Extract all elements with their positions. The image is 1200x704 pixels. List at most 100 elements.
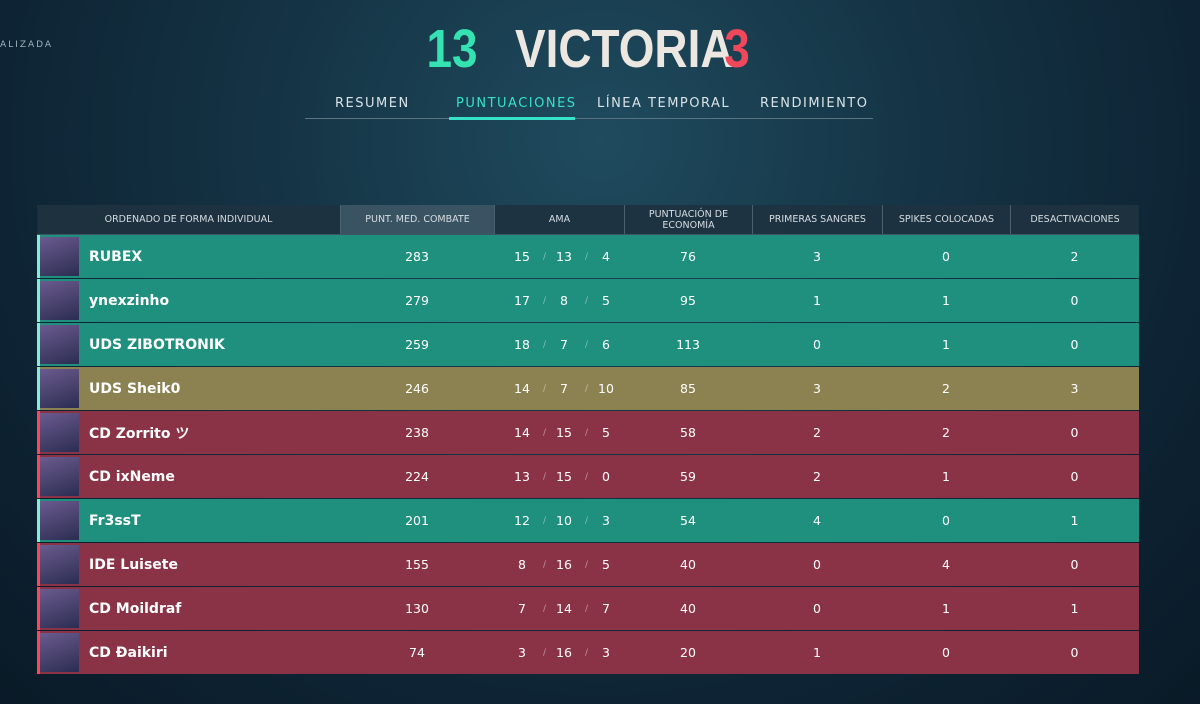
stat: 0 [1070,337,1079,352]
separator: / [585,383,589,394]
stat: 7 [602,601,610,616]
stat: 54 [680,513,696,528]
stat: 5 [602,293,610,308]
stat: 10 [598,381,614,396]
player-row[interactable]: CD Ðaikiri 74 3 16 3//20 1 0 0 [37,631,1139,674]
agent-avatar [40,281,79,320]
stat: 2 [813,425,821,440]
stat: 0 [813,557,821,572]
stat: 14 [514,381,530,396]
stat: 1 [942,293,950,308]
stat: 40 [680,557,696,572]
agent-avatar [40,545,79,584]
team-strip [37,323,40,366]
player-row[interactable]: CD ixNeme 224 13 15 0 / / 59 2 1 0 [37,455,1139,498]
column-header[interactable]: DESACTIVACIONES [1010,205,1139,234]
stat: 3 [518,645,526,660]
player-row[interactable]: ynexzinho 279 17 8 5 / / 95 1 1 0 [37,279,1139,322]
stat: 283 [405,249,429,264]
stat: 224 [405,469,429,484]
stat: 0 [602,469,610,484]
column-header[interactable]: PUNT. MED. COMBATE [340,205,494,234]
column-header[interactable]: SPIKES COLOCADAS [882,205,1010,234]
agent-avatar [40,413,79,452]
separator: / [585,471,589,482]
separator: / [585,427,589,438]
player-row[interactable]: UDS ZIBOTRONIK 259 18 7 6 / / 113 0 1 0 [37,323,1139,366]
player-row[interactable]: CD Zorrito ツ 238 14 15 5 / / 58 2 2 0 [37,411,1139,454]
player-row[interactable]: IDE Luisete 155 8 16 5//40 0 4 0 [37,543,1139,586]
stat: 15 [556,469,572,484]
agent-avatar [40,589,79,628]
stat: 15 [556,425,572,440]
stat: 1 [942,601,950,616]
stat: 0 [942,249,950,264]
stat: 0 [1070,293,1079,308]
team-strip [37,279,40,322]
stat: 0 [1070,425,1079,440]
separator: / [585,339,589,350]
agent-avatar [40,501,79,540]
stat: 14 [556,601,572,616]
column-header[interactable]: PUNTUACIÓN DE ECONOMÍA [624,205,752,234]
corner-label: ALIZADA [0,40,54,50]
stat: 0 [1070,557,1079,572]
tab-underline [449,117,575,120]
stat: 246 [405,381,429,396]
player-name: ynexzinho [89,292,170,309]
separator: / [585,603,589,614]
stat: 14 [514,425,530,440]
tab[interactable]: PUNTUACIONES [456,96,577,111]
stat: 13 [514,469,530,484]
separator: / [585,515,589,526]
player-name: Fr3ssT [89,512,141,529]
team-strip [37,499,40,542]
player-row[interactable]: UDS Sheik0 246 14 7 10 / / 85 3 2 3 [37,367,1139,410]
stat: 4 [942,557,950,572]
stat: 1 [813,293,821,308]
stat: 0 [1070,645,1079,660]
stat: 17 [514,293,530,308]
stat: 8 [560,293,568,308]
separator: / [543,603,547,614]
stat: 7 [560,337,568,352]
separator: / [585,251,589,262]
score-left: 13 [426,19,478,79]
stat: 4 [602,249,610,264]
stat: 0 [813,601,821,616]
stat: 8 [518,557,526,572]
separator: / [543,471,547,482]
player-name: CD Ðaikiri [89,644,168,661]
stat: 95 [680,293,696,308]
player-row[interactable]: Fr3ssT 201 12 10 3 / / 54 4 0 1 [37,499,1139,542]
player-row[interactable]: RUBEX 283 15 13 4 / / 76 3 0 2 [37,235,1139,278]
player-row[interactable]: CD Moildraf 130 7 14 7 / / 40 0 1 1 [37,587,1139,630]
stat: 5 [602,557,610,572]
stat: 201 [405,513,429,528]
stat: 2 [813,469,821,484]
agent-avatar [40,457,79,496]
stat: 13 [556,249,572,264]
tab[interactable]: RENDIMIENTO [760,96,869,111]
agent-avatar [40,633,79,672]
stat: 3 [602,645,610,660]
stat: 10 [556,513,572,528]
stat: 0 [942,645,950,660]
tab[interactable]: LÍNEA TEMPORAL [597,96,731,111]
stat: 18 [514,337,530,352]
table-header: ORDENADO DE FORMA INDIVIDUAL PUNT. MED. C… [37,205,1139,235]
tab[interactable]: RESUMEN [335,96,410,111]
stat: 130 [405,601,429,616]
player-name: CD ixNeme [89,468,175,485]
column-header[interactable]: AMA [494,205,624,234]
stat: 3 [1070,381,1079,396]
stat: 40 [680,601,696,616]
separator: / [543,427,547,438]
column-header[interactable]: PRIMERAS SANGRES [752,205,882,234]
stat: 16 [556,557,572,572]
stat: 16 [556,645,572,660]
team-strip [37,455,40,498]
stat: 3 [813,381,821,396]
stat: 3 [813,249,821,264]
